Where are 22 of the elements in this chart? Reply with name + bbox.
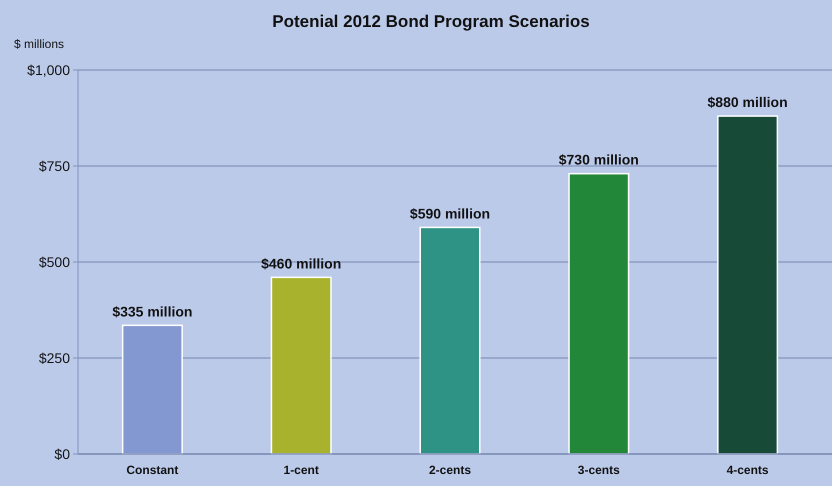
bar (717, 115, 778, 455)
y-tick-label: $250 (38, 350, 70, 366)
x-tick-label: 3-cents (578, 463, 620, 477)
bar (419, 226, 481, 455)
data-label: $460 million (261, 255, 342, 272)
x-tick-label: 1-cent (284, 463, 319, 477)
y-tick-label: $1,000 (27, 62, 70, 78)
x-tick-label: Constant (126, 463, 178, 477)
x-tick-label: 2-cents (428, 463, 472, 477)
x-tick-label: 4-cents (726, 463, 769, 477)
y-axis-title: $ millions (14, 37, 64, 51)
bar (568, 172, 630, 455)
data-label: $880 million (708, 94, 788, 110)
y-tick-label: $750 (38, 158, 70, 174)
bar (122, 324, 183, 455)
data-label: $335 million (112, 303, 192, 320)
y-tick-label: $500 (38, 254, 70, 270)
chart-title: Potenial 2012 Bond Program Scenarios (272, 12, 590, 31)
y-tick-label: $0 (54, 446, 70, 462)
data-label: $590 million (410, 205, 490, 222)
bar (270, 276, 332, 455)
data-label: $730 million (558, 152, 639, 168)
